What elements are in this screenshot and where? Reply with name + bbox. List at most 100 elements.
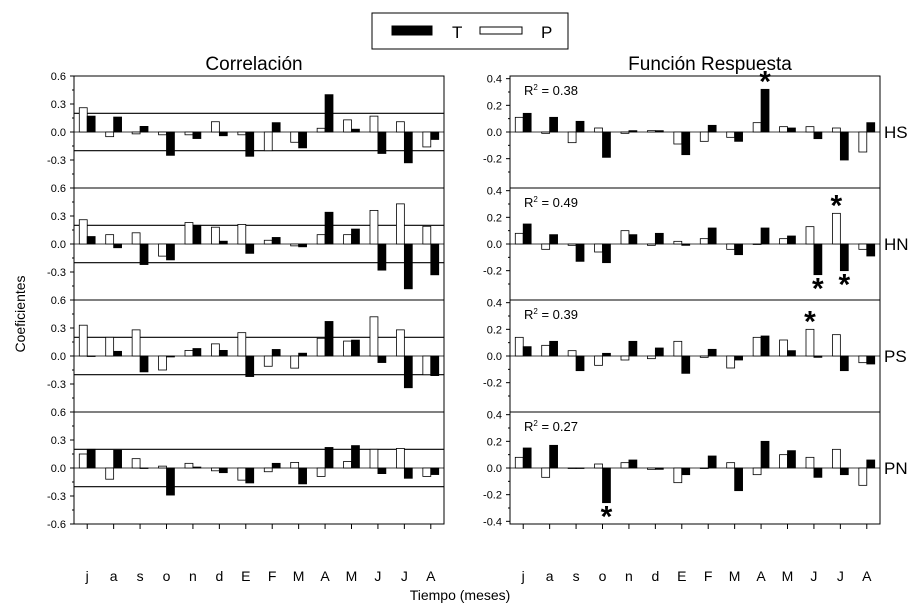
bar-t-hn-0	[522, 223, 532, 245]
bar-p-pn-13	[422, 467, 432, 477]
bar-p-hn-7	[263, 239, 273, 245]
bar-p-pn-9	[752, 467, 762, 476]
bar-p-ps-12	[832, 334, 841, 357]
bar-p-ps-4	[184, 349, 194, 357]
y-tick-label: 0.6	[51, 71, 66, 83]
bar-p-pn-10	[779, 454, 788, 469]
bar-p-ps-7	[263, 355, 273, 367]
bar-t-ps-11	[377, 355, 387, 363]
y-tick-label: 0.0	[51, 239, 66, 251]
bar-p-hs-8	[726, 131, 736, 138]
x-tick-label-funcion_respuesta-6: E	[677, 568, 686, 584]
y-tick-label: 0.3	[51, 435, 66, 447]
bar-t-hs-10	[787, 127, 796, 133]
bar-t-pn-1	[113, 449, 122, 469]
bar-p-hn-4	[620, 230, 630, 245]
y-tick-label: 0.4	[487, 186, 502, 198]
bar-p-hn-7	[699, 238, 709, 245]
y-tick-label: 0.0	[487, 463, 502, 475]
bar-p-hs-1	[541, 131, 551, 134]
y-tick-label: -0.2	[483, 266, 502, 278]
bar-p-ps-8	[290, 355, 300, 369]
bar-t-hs-8	[734, 131, 743, 142]
bar-t-hn-3	[166, 243, 175, 261]
bar-p-hn-4	[184, 222, 194, 245]
bar-t-ps-0	[522, 346, 532, 357]
bar-t-hs-8	[298, 131, 307, 149]
bar-t-pn-7	[707, 455, 717, 469]
bar-p-hs-7	[699, 131, 709, 142]
bar-p-ps-2	[567, 350, 577, 357]
bar-t-pn-2	[139, 467, 149, 469]
x-tick-label-funcion_respuesta-10: M	[782, 568, 794, 584]
bar-t-hs-11	[377, 131, 387, 154]
legend-swatch-p	[479, 26, 523, 35]
bar-t-hs-12	[403, 131, 413, 164]
row-label-hn: HN	[884, 235, 909, 254]
bar-p-pn-13	[858, 467, 868, 486]
legend-swatch-t	[391, 25, 433, 36]
bar-p-pn-4	[620, 462, 630, 469]
bar-t-pn-7	[271, 462, 281, 469]
r2-label: R2 = 0.27	[524, 419, 578, 434]
bar-t-hn-2	[575, 243, 585, 262]
bar-p-pn-11	[369, 448, 379, 469]
bar-p-ps-11	[369, 316, 379, 357]
x-tick-label-correlacion-11: J	[374, 568, 381, 584]
y-tick-label: 0.0	[51, 463, 66, 475]
bar-p-hs-13	[422, 131, 432, 148]
bar-t-hn-6	[681, 243, 691, 246]
legend: T P	[371, 12, 569, 50]
bar-t-ps-5	[218, 349, 228, 357]
bar-t-hs-4	[192, 131, 202, 139]
bar-p-pn-5	[211, 467, 220, 472]
x-tick-label-funcion_respuesta-9: A	[756, 568, 766, 584]
bar-t-hs-10	[351, 128, 360, 133]
bar-p-ps-7	[699, 355, 709, 358]
y-tick-label: 0.6	[51, 183, 66, 195]
x-axis-label: Tiempo (meses)	[410, 587, 511, 603]
panel-correlacion-pn: 0.6 0.3 0.0 -0.3 -0.6	[47, 407, 445, 531]
x-tick-label-correlacion-12: J	[401, 568, 408, 584]
bar-t-hn-11	[813, 243, 823, 276]
y-tick-label: -0.2	[483, 154, 502, 166]
bar-t-ps-13	[866, 355, 876, 365]
bar-p-hs-10	[343, 119, 352, 133]
bar-p-hn-6	[673, 240, 683, 245]
bar-p-hs-6	[673, 131, 683, 145]
bar-t-ps-3	[166, 355, 175, 358]
bar-t-hs-1	[113, 116, 122, 133]
bar-p-pn-10	[343, 461, 352, 469]
y-tick-label: -0.2	[483, 490, 502, 502]
bar-p-pn-0	[78, 453, 88, 469]
bar-t-pn-11	[813, 467, 823, 478]
bar-p-hs-4	[184, 131, 194, 136]
bar-t-ps-7	[707, 348, 717, 357]
bar-t-hs-3	[602, 131, 611, 158]
bar-t-pn-10	[351, 445, 360, 469]
bar-t-hs-11	[813, 131, 823, 140]
bar-p-hn-8	[290, 243, 300, 247]
legend-label-p: P	[541, 23, 552, 42]
bar-p-ps-4	[620, 355, 630, 361]
bar-t-ps-2	[139, 355, 149, 373]
bar-t-ps-12	[839, 355, 849, 372]
y-tick-label: 0.2	[487, 436, 502, 448]
x-tick-label-funcion_respuesta-12: J	[837, 568, 844, 584]
bar-p-hs-8	[290, 131, 300, 143]
bar-t-pn-9	[760, 440, 770, 469]
panel-funcion_respuesta-hn: 0.4 0.2 0.0 -0.2 R2 = 0.49 HN * * *	[483, 186, 909, 306]
y-tick-label: -0.3	[47, 267, 66, 279]
bar-t-hs-13	[430, 131, 440, 140]
bar-t-ps-10	[351, 339, 360, 357]
bar-p-pn-2	[131, 458, 141, 469]
bar-t-pn-13	[866, 459, 876, 469]
y-tick-label: -0.3	[47, 491, 66, 503]
y-tick-label: 0.0	[487, 127, 502, 139]
bar-t-ps-4	[628, 340, 638, 357]
bar-p-hs-3	[158, 131, 167, 136]
x-tick-label-correlacion-5: d	[215, 568, 223, 584]
bar-p-ps-1	[105, 336, 115, 357]
bar-p-pn-1	[541, 467, 551, 478]
x-tick-label-funcion_respuesta-7: F	[704, 568, 713, 584]
